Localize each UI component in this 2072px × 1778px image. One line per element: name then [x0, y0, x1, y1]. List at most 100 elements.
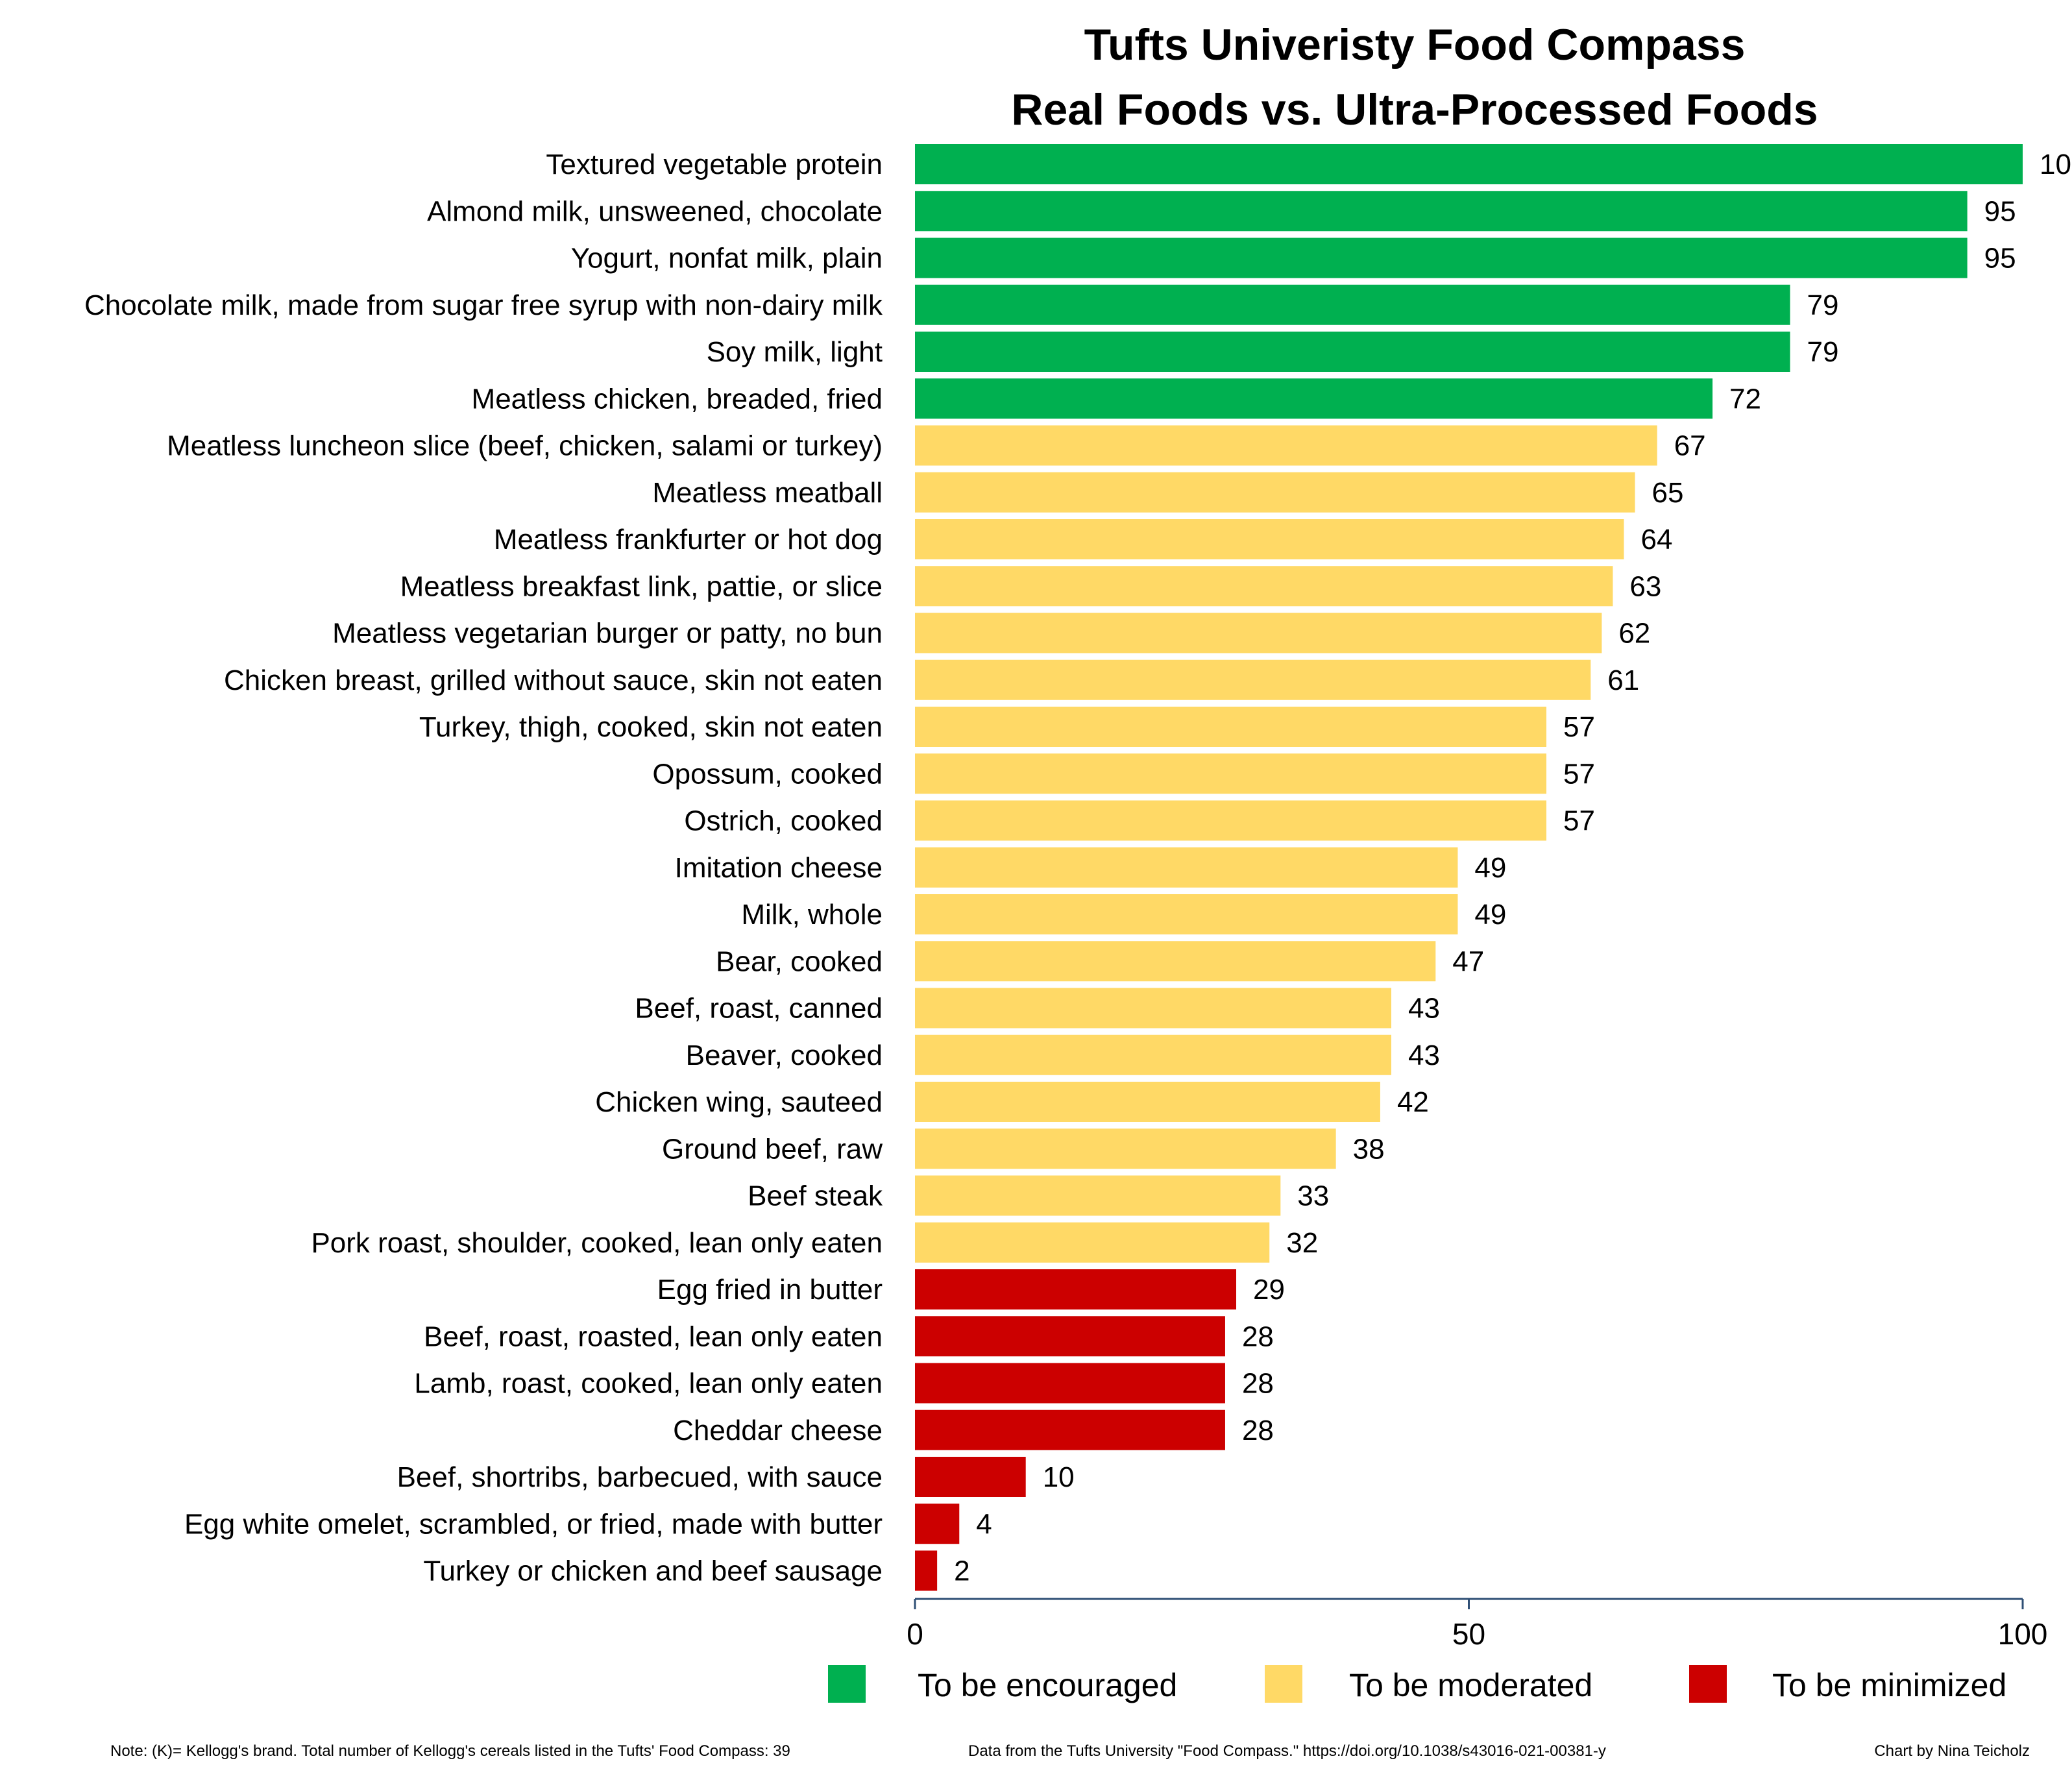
bar [915, 707, 1546, 747]
bar [915, 144, 2023, 184]
category-label: Opossum, cooked [652, 758, 883, 790]
category-label: Pork roast, shoulder, cooked, lean only … [311, 1227, 883, 1259]
bar [915, 1269, 1237, 1309]
bar [915, 472, 1635, 513]
legend-label: To be minimized [1772, 1667, 2006, 1703]
bar [915, 1409, 1225, 1450]
value-label: 95 [1984, 243, 2016, 274]
footnote: Note: (K)= Kellogg's brand. Total number… [110, 1742, 790, 1760]
bar [915, 1363, 1225, 1404]
category-label: Chicken wing, sauteed [595, 1086, 883, 1118]
category-label: Turkey or chicken and beef sausage [423, 1555, 883, 1587]
value-label: 72 [1729, 383, 1761, 415]
bar [915, 237, 1968, 278]
data-source: Data from the Tufts University "Food Com… [968, 1742, 1606, 1760]
legend-label: To be encouraged [918, 1667, 1177, 1703]
category-label: Bear, cooked [716, 945, 883, 977]
category-label: Meatless frankfurter or hot dog [494, 524, 883, 555]
category-label: Ostrich, cooked [684, 805, 883, 837]
bars-group: Textured vegetable protein 100 Almond milk… [84, 144, 2072, 1591]
value-label: 43 [1408, 993, 1440, 1025]
value-label: 43 [1408, 1040, 1440, 1071]
bar [915, 1175, 1281, 1216]
bar [915, 1222, 1270, 1263]
bar [915, 659, 1591, 700]
category-label: Chicken breast, grilled without sauce, s… [224, 664, 883, 696]
category-label: Meatless meatball [652, 477, 883, 509]
value-label: 64 [1640, 524, 1672, 555]
category-label: Egg white omelet, scrambled, or fried, m… [184, 1508, 883, 1540]
bar [915, 1457, 1026, 1497]
bar [915, 941, 1436, 982]
category-label: Beef, roast, roasted, lean only eaten [424, 1321, 883, 1352]
bar [915, 191, 1968, 232]
bar [915, 1034, 1392, 1075]
category-label: Imitation cheese [675, 852, 883, 884]
value-label: 49 [1474, 852, 1506, 884]
bar [915, 332, 1790, 372]
category-label: Textured vegetable protein [546, 149, 883, 180]
bar [915, 988, 1392, 1029]
value-label: 4 [976, 1508, 992, 1540]
category-label: Lamb, roast, cooked, lean only eaten [414, 1368, 883, 1400]
bar [915, 1082, 1380, 1122]
bar [915, 1316, 1225, 1357]
category-label: Meatless vegetarian burger or patty, no … [332, 618, 883, 650]
bar [915, 753, 1546, 794]
category-label: Chocolate milk, made from sugar free syr… [84, 289, 883, 321]
chart-credit: Chart by Nina Teicholz [1874, 1742, 2030, 1760]
value-label: 100 [2040, 149, 2072, 180]
category-label: Cheddar cheese [673, 1415, 883, 1446]
category-label: Beef steak [748, 1180, 883, 1212]
value-label: 28 [1242, 1415, 1274, 1446]
chart-title-line-2: Real Foods vs. Ultra-Processed Foods [1011, 85, 1818, 134]
value-label: 2 [954, 1555, 969, 1587]
x-axis: 0 50 100 [907, 1598, 2048, 1651]
x-tick-label: 50 [1452, 1617, 1485, 1651]
category-label: Turkey, thigh, cooked, skin not eaten [419, 711, 883, 743]
value-label: 47 [1452, 945, 1484, 977]
value-label: 49 [1474, 899, 1506, 931]
legend-swatch [1689, 1665, 1727, 1703]
category-label: Meatless luncheon slice (beef, chicken, … [167, 430, 883, 462]
value-label: 95 [1984, 195, 2016, 227]
bar [915, 800, 1546, 841]
x-tick-label: 0 [907, 1617, 923, 1651]
category-label: Meatless chicken, breaded, fried [472, 383, 883, 415]
category-label: Milk, whole [741, 899, 883, 931]
chart-title-line-1: Tufts Univeristy Food Compass [1084, 20, 1746, 69]
category-label: Yogurt, nonfat milk, plain [571, 243, 883, 274]
bar [915, 1128, 1336, 1169]
category-label: Egg fried in butter [657, 1274, 883, 1306]
value-label: 57 [1563, 711, 1595, 743]
legend-swatch [828, 1665, 866, 1703]
value-label: 42 [1397, 1086, 1429, 1118]
bar [915, 894, 1458, 934]
value-label: 10 [1043, 1461, 1075, 1493]
bar [915, 1504, 960, 1544]
value-label: 32 [1286, 1227, 1318, 1259]
value-label: 33 [1297, 1180, 1329, 1212]
bar [915, 425, 1657, 466]
value-label: 29 [1253, 1274, 1285, 1306]
bar [915, 566, 1613, 607]
category-label: Meatless breakfast link, pattie, or slic… [400, 570, 883, 602]
value-label: 79 [1807, 336, 1839, 368]
category-label: Beef, roast, canned [635, 993, 883, 1025]
legend-swatch [1265, 1665, 1302, 1703]
value-label: 28 [1242, 1368, 1274, 1400]
value-label: 67 [1674, 430, 1706, 462]
category-label: Ground beef, raw [662, 1133, 883, 1165]
value-label: 65 [1652, 477, 1684, 509]
value-label: 57 [1563, 805, 1595, 837]
x-tick-label: 100 [1998, 1617, 2048, 1651]
bar [915, 1550, 938, 1591]
value-label: 38 [1353, 1133, 1385, 1165]
category-label: Beaver, cooked [686, 1040, 883, 1071]
value-label: 61 [1607, 664, 1639, 696]
value-label: 63 [1629, 570, 1661, 602]
bar [915, 519, 1624, 559]
category-label: Soy milk, light [707, 336, 883, 368]
value-label: 57 [1563, 758, 1595, 790]
